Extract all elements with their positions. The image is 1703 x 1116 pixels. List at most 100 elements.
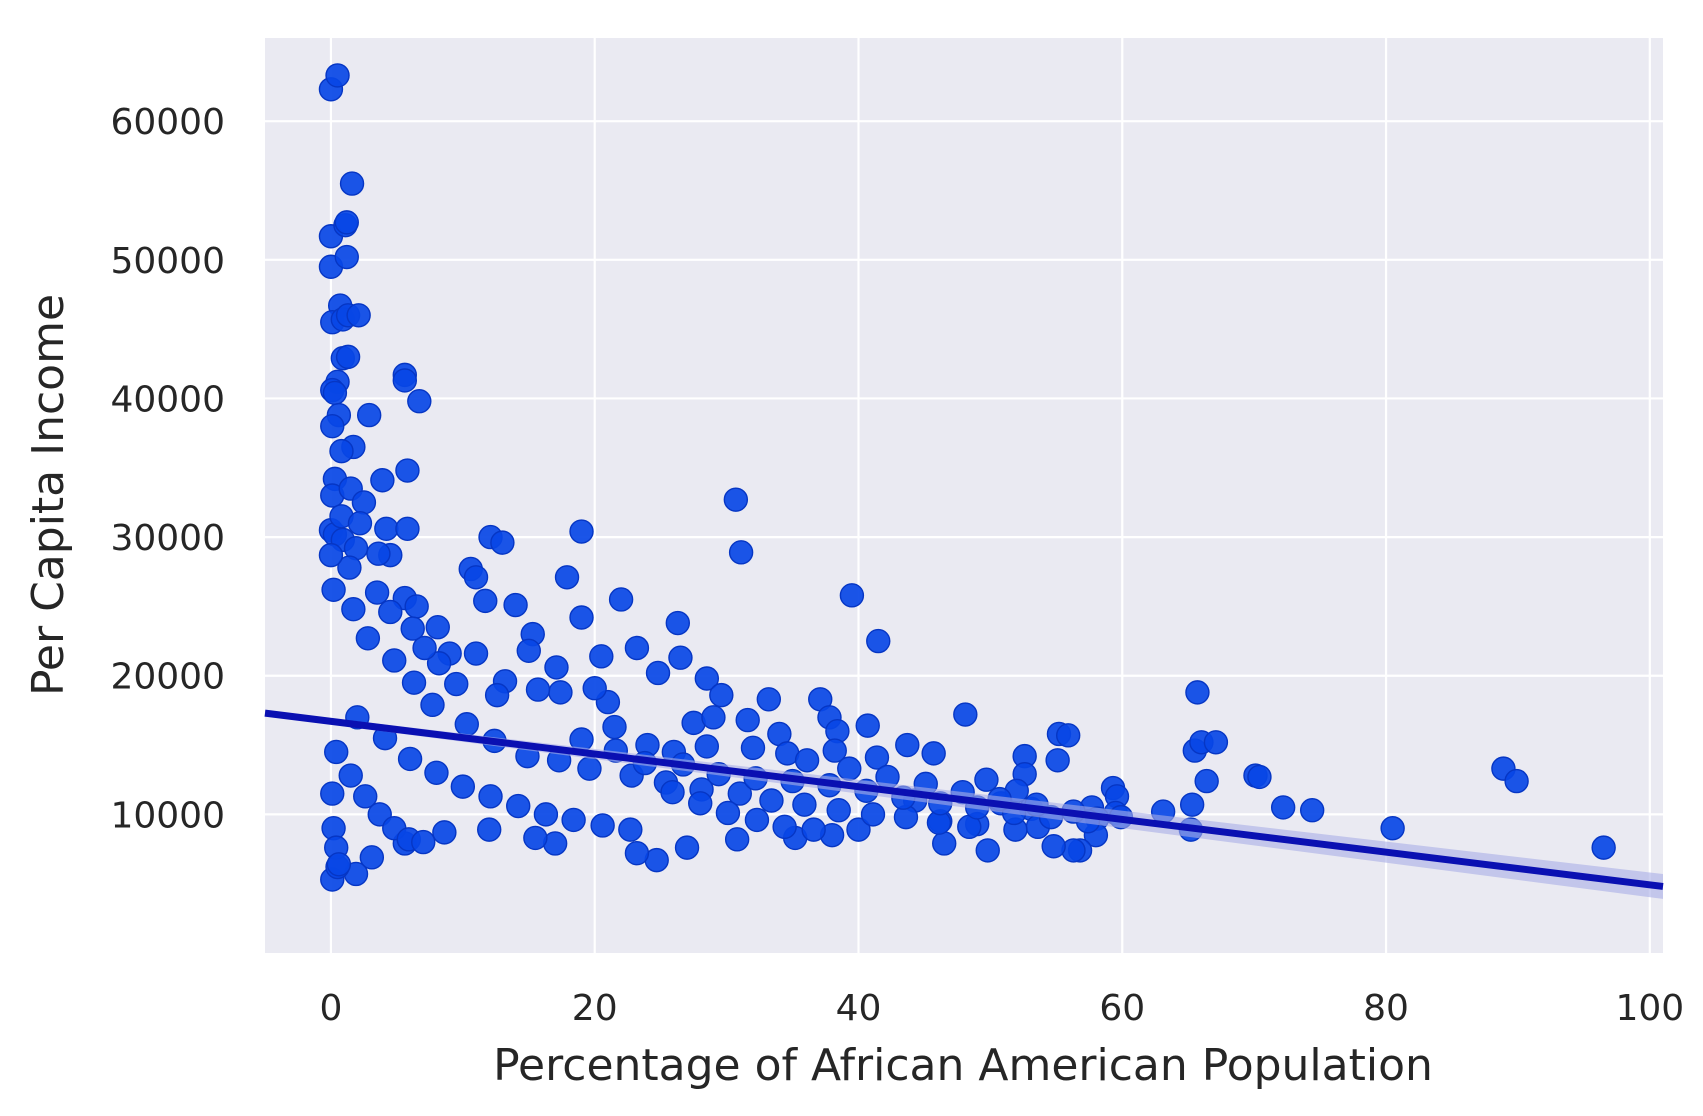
scatter-point (463, 641, 489, 666)
y-axis-label: Per Capita Income (23, 294, 74, 696)
scatter-point (645, 660, 671, 686)
scatter-point (1055, 723, 1081, 748)
scatter-point (324, 739, 349, 765)
scatter-point (1194, 768, 1219, 794)
scatter-point (463, 565, 489, 590)
scatter-point (490, 530, 515, 555)
scatter-point (334, 210, 359, 235)
scatter-point (523, 825, 548, 851)
scatter-point (569, 519, 594, 544)
scatter-point (341, 596, 366, 622)
scatter-point (318, 542, 344, 568)
scatter-point (325, 63, 350, 88)
scatter-point (395, 458, 420, 483)
scatter-point (694, 734, 720, 759)
scatter-point (326, 852, 352, 877)
scatter-point (864, 745, 890, 770)
scatter-point (792, 792, 817, 817)
scatter-point (477, 817, 502, 842)
scatter-point (740, 735, 766, 761)
scatter-point (624, 840, 650, 866)
scatter-point (1185, 680, 1210, 705)
scatter-point (337, 555, 362, 580)
y-tick-label: 10000 (110, 795, 225, 836)
y-tick-label: 50000 (110, 241, 225, 282)
scatter-point (370, 468, 395, 493)
scatter-point (715, 800, 741, 826)
scatter-point (353, 784, 378, 809)
scatter-point (1270, 795, 1296, 820)
scatter-point (735, 707, 760, 733)
y-tick-label: 40000 (110, 379, 225, 420)
scatter-point (589, 644, 614, 669)
scatter-point (366, 541, 391, 566)
scatter-point (338, 763, 363, 788)
scatter-point (577, 756, 602, 781)
scatter-point (953, 702, 978, 727)
scatter-point (473, 588, 498, 614)
scatter-point (544, 655, 569, 680)
scatter-point (1203, 730, 1229, 755)
scatter-point (382, 648, 407, 673)
scatter-point (355, 626, 381, 651)
y-tick-labels: 10000 20000 30000 40000 50000 60000 (110, 102, 225, 836)
scatter-point (503, 592, 528, 618)
x-tick-label: 20 (572, 988, 618, 1029)
scatter-point (723, 487, 749, 512)
scatter-point (1591, 835, 1616, 860)
scatter-point (450, 774, 476, 799)
scatter-point (709, 682, 734, 708)
scatter-point (359, 845, 385, 870)
scatter-point (728, 540, 754, 565)
scatter-point (618, 817, 643, 842)
x-tick-label: 80 (1363, 988, 1409, 1029)
scatter-point (1504, 768, 1529, 794)
scatter-point (668, 645, 693, 670)
scatter-point (688, 791, 713, 816)
scatter-point (974, 767, 999, 792)
x-tick-labels: 0 20 40 60 80 100 (319, 988, 1684, 1029)
scatter-point (674, 835, 700, 860)
scatter-point (826, 798, 851, 823)
scatter-point (322, 380, 348, 406)
x-tick-label: 40 (836, 988, 882, 1029)
scatter-point (839, 583, 865, 608)
scatter-point (339, 171, 365, 196)
scatter-point (374, 516, 399, 541)
x-tick-label: 60 (1099, 988, 1145, 1029)
scatter-point (420, 692, 445, 718)
scatter-point (407, 389, 432, 414)
scatter-point (516, 638, 541, 663)
grid-lines (265, 38, 1663, 953)
scatter-point (334, 244, 359, 270)
scatter-point (1045, 748, 1070, 773)
scatter-point (921, 741, 946, 766)
scatter-point (351, 490, 377, 515)
scatter-point (569, 605, 594, 630)
scatter-point (602, 714, 627, 740)
scatter-point (506, 793, 531, 819)
x-axis-label: Percentage of African American Populatio… (493, 1040, 1433, 1091)
scatter-point (364, 580, 390, 605)
y-tick-label: 20000 (110, 657, 225, 698)
scatter-point (444, 671, 469, 697)
scatter-point (548, 680, 573, 705)
scatter-point (665, 610, 691, 636)
scatter-point (1299, 798, 1325, 823)
scatter-point (846, 817, 871, 842)
scatter-point (424, 760, 449, 785)
scatter-point (432, 820, 457, 845)
scatter-point (837, 756, 862, 781)
scatter-point (484, 682, 510, 708)
scatter-point (866, 628, 891, 654)
scatter-point (744, 807, 770, 833)
scatter-point (321, 577, 346, 602)
scatter-point (794, 748, 820, 773)
scatter-point (335, 344, 361, 370)
scatter-point (1247, 764, 1272, 790)
scatter-point (590, 813, 615, 838)
scatter-point (660, 779, 685, 805)
scatter-point (860, 802, 886, 827)
scatter-point (1041, 834, 1066, 859)
scatter-point (378, 599, 403, 625)
